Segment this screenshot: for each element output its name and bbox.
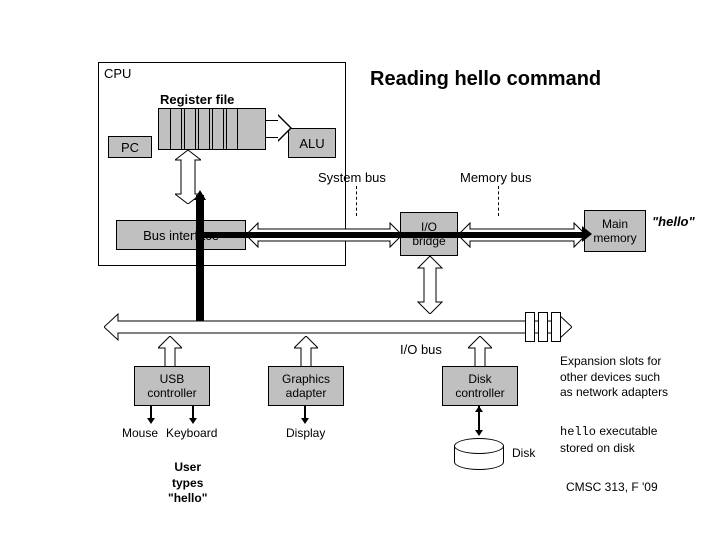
footer-label: CMSC 313, F '09 (566, 480, 658, 494)
hello-exec-annotation: hello executable stored on disk (560, 424, 710, 456)
thin-arrowhead (475, 430, 483, 436)
hello-data-label: "hello" (652, 214, 695, 229)
memory-bus-label: Memory bus (460, 170, 532, 185)
dashed-sysbus (356, 186, 357, 216)
reg-col (170, 108, 182, 150)
disk-label: Disk (512, 446, 535, 460)
thin-arrowhead (301, 418, 309, 424)
mouse-label: Mouse (122, 426, 158, 440)
path-seg (196, 195, 204, 329)
expansion-annotation: Expansion slots for other devices such a… (560, 354, 710, 401)
disk-up-arrow (468, 336, 492, 368)
iobridge-down-arrow (416, 256, 444, 314)
main-memory-box: Main memory (584, 210, 646, 252)
io-bus-label: I/O bus (400, 342, 442, 357)
path-arrowhead (582, 226, 592, 242)
usb-up-arrow (158, 336, 182, 368)
disk-controller-box: Disk controller (442, 366, 518, 406)
reg-col (184, 108, 196, 150)
thin-arrowhead (189, 418, 197, 424)
diagram-title: Reading hello command (370, 68, 601, 91)
reg-col (212, 108, 224, 150)
path-seg (196, 232, 586, 238)
expansion-slot (525, 312, 535, 342)
usb-controller-box: USB controller (134, 366, 210, 406)
keyboard-label: Keyboard (166, 426, 217, 440)
reg-col (198, 108, 210, 150)
cpu-label: CPU (104, 66, 131, 81)
path-arrowhead-up (194, 190, 206, 200)
alu-box: ALU (288, 128, 336, 158)
thin-arrowhead-up (475, 406, 483, 412)
pc-box: PC (108, 136, 152, 158)
dashed-membus (498, 186, 499, 216)
display-label: Display (286, 426, 325, 440)
arrow-head (278, 114, 292, 142)
register-file-label: Register file (160, 92, 234, 107)
user-types-annotation: User types "hello" (168, 460, 207, 507)
reg-col (226, 108, 238, 150)
expansion-slot (551, 312, 561, 342)
system-bus-label: System bus (318, 170, 386, 185)
thin-arrowhead (147, 418, 155, 424)
graphics-up-arrow (294, 336, 318, 368)
expansion-slot (538, 312, 548, 342)
hello-mono: hello (560, 425, 596, 439)
graphics-adapter-box: Graphics adapter (268, 366, 344, 406)
